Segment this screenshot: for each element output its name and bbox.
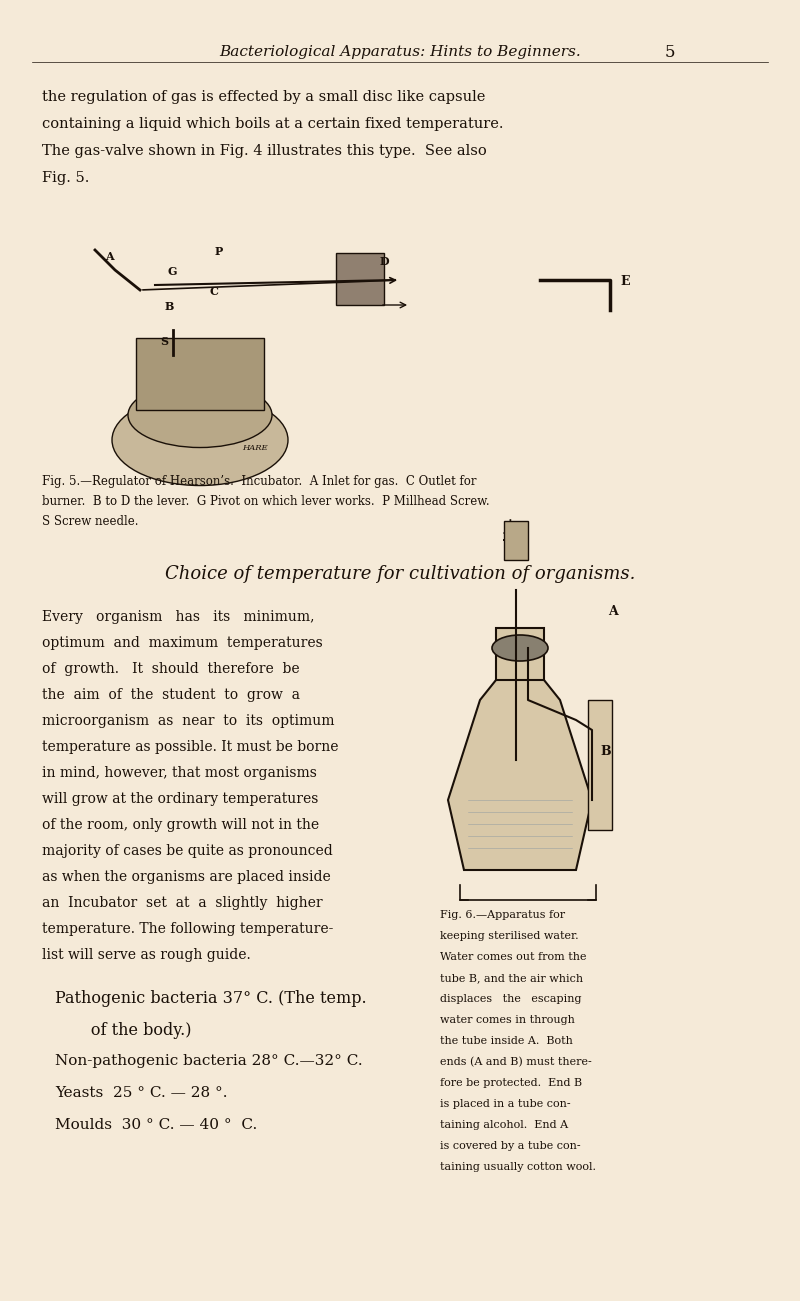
- Bar: [588, 700, 612, 830]
- Text: water comes in through: water comes in through: [440, 1015, 575, 1025]
- Text: S Screw needle.: S Screw needle.: [42, 515, 138, 528]
- Text: burner.  B to D the lever.  G Pivot on which lever works.  P Millhead Screw.: burner. B to D the lever. G Pivot on whi…: [42, 494, 490, 507]
- Text: of the room, only growth will not in the: of the room, only growth will not in the: [42, 818, 319, 833]
- Text: as when the organisms are placed inside: as when the organisms are placed inside: [42, 870, 330, 883]
- Text: containing a liquid which boils at a certain fixed temperature.: containing a liquid which boils at a cer…: [42, 117, 503, 131]
- Text: A: A: [608, 605, 618, 618]
- Text: displaces   the   escaping: displaces the escaping: [440, 994, 582, 1004]
- Text: fore be protected.  End B: fore be protected. End B: [440, 1079, 582, 1088]
- Text: taining usually cotton wool.: taining usually cotton wool.: [440, 1162, 596, 1172]
- Text: taining alcohol.  End A: taining alcohol. End A: [440, 1120, 568, 1131]
- Text: Every   organism   has   its   minimum,: Every organism has its minimum,: [42, 610, 314, 624]
- Text: The gas-valve shown in Fig. 4 illustrates this type.  See also: The gas-valve shown in Fig. 4 illustrate…: [42, 144, 486, 157]
- Text: A: A: [105, 251, 114, 262]
- Text: S: S: [160, 336, 168, 347]
- Text: Fig. 6.—Apparatus for: Fig. 6.—Apparatus for: [440, 909, 565, 920]
- Text: Moulds  30 ° C. — 40 °  C.: Moulds 30 ° C. — 40 ° C.: [55, 1118, 258, 1132]
- Text: B: B: [165, 301, 174, 312]
- Text: of the body.): of the body.): [55, 1023, 191, 1039]
- Text: of  growth.   It  should  therefore  be: of growth. It should therefore be: [42, 662, 300, 677]
- Text: is placed in a tube con-: is placed in a tube con-: [440, 1099, 570, 1108]
- Text: P: P: [215, 246, 223, 258]
- Text: B: B: [600, 745, 610, 758]
- Text: tube B, and the air which: tube B, and the air which: [440, 973, 583, 984]
- Text: D: D: [380, 256, 390, 267]
- Text: an  Incubator  set  at  a  slightly  higher: an Incubator set at a slightly higher: [42, 896, 322, 909]
- Text: list will serve as rough guide.: list will serve as rough guide.: [42, 948, 250, 961]
- Text: in mind, however, that most organisms: in mind, however, that most organisms: [42, 766, 317, 781]
- Text: Pathogenic bacteria 37° C. (The temp.: Pathogenic bacteria 37° C. (The temp.: [55, 990, 366, 1007]
- Text: keeping sterilised water.: keeping sterilised water.: [440, 932, 578, 941]
- Text: E: E: [620, 275, 630, 288]
- Text: Fig. 5.—Regulator of Hearson’s.  Incubator.  A Inlet for gas.  C Outlet for: Fig. 5.—Regulator of Hearson’s. Incubato…: [42, 475, 477, 488]
- Polygon shape: [448, 650, 592, 870]
- Text: majority of cases be quite as pronounced: majority of cases be quite as pronounced: [42, 844, 333, 857]
- Text: ends (A and B) must there-: ends (A and B) must there-: [440, 1056, 592, 1067]
- Text: HARE: HARE: [242, 444, 268, 451]
- Bar: [136, 338, 264, 410]
- Text: Choice of temperature for cultivation of organisms.: Choice of temperature for cultivation of…: [165, 565, 635, 583]
- Text: is covered by a tube con-: is covered by a tube con-: [440, 1141, 581, 1151]
- Bar: [496, 628, 544, 680]
- Ellipse shape: [492, 635, 548, 661]
- Text: microorganism  as  near  to  its  optimum: microorganism as near to its optimum: [42, 714, 334, 729]
- Text: G: G: [168, 265, 178, 277]
- Text: the tube inside A.  Both: the tube inside A. Both: [440, 1036, 573, 1046]
- Text: temperature as possible. It must be borne: temperature as possible. It must be born…: [42, 740, 338, 755]
- Text: optimum  and  maximum  temperatures: optimum and maximum temperatures: [42, 636, 322, 650]
- Text: Water comes out from the: Water comes out from the: [440, 952, 586, 961]
- Text: temperature. The following temperature-: temperature. The following temperature-: [42, 922, 334, 935]
- Ellipse shape: [112, 394, 288, 485]
- Bar: [504, 520, 528, 559]
- Text: will grow at the ordinary temperatures: will grow at the ordinary temperatures: [42, 792, 318, 807]
- Text: C: C: [210, 286, 219, 297]
- Text: the regulation of gas is effected by a small disc like capsule: the regulation of gas is effected by a s…: [42, 90, 486, 104]
- Text: Yeasts  25 ° C. — 28 °.: Yeasts 25 ° C. — 28 °.: [55, 1086, 227, 1101]
- Bar: [336, 252, 384, 304]
- Text: Fig. 5.: Fig. 5.: [42, 170, 90, 185]
- Text: 5: 5: [665, 43, 675, 61]
- Text: Non-pathogenic bacteria 28° C.—32° C.: Non-pathogenic bacteria 28° C.—32° C.: [55, 1054, 362, 1068]
- Ellipse shape: [128, 382, 272, 448]
- Text: Bacteriological Apparatus: Hints to Beginners.: Bacteriological Apparatus: Hints to Begi…: [219, 46, 581, 59]
- Text: the  aim  of  the  student  to  grow  a: the aim of the student to grow a: [42, 688, 300, 703]
